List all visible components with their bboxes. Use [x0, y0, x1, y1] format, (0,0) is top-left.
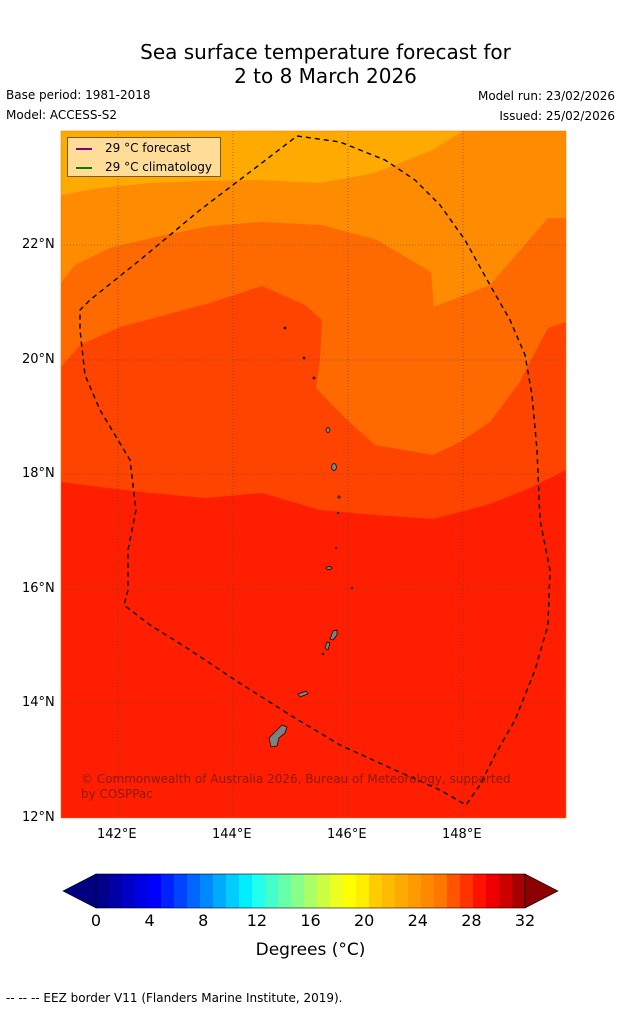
colorbar-cell [499, 874, 513, 908]
colorbar-cell [382, 874, 396, 908]
colorbar-cell [174, 874, 188, 908]
colorbar-cell [239, 874, 253, 908]
colorbar-cell [356, 874, 370, 908]
colorbar-cell [343, 874, 357, 908]
colorbar-cell [317, 874, 331, 908]
lon-label-146e: 146°E [327, 827, 367, 842]
island-saipan [329, 629, 338, 641]
lon-label-148e: 148°E [442, 827, 482, 842]
colorbar-tick-label: 20 [353, 911, 375, 930]
colorbar-cell [96, 874, 110, 908]
island-farallon-de-medinilla [350, 586, 354, 590]
forecast-line-swatch [76, 147, 92, 150]
model-run: Model run: 23/02/2026 [477, 89, 615, 103]
colorbar-tick-label: 24 [407, 911, 428, 930]
islands [268, 326, 354, 748]
colorbar-cell [408, 874, 422, 908]
issued-date: Issued: 25/02/2026 [499, 109, 615, 123]
colorbar-low-arrow [62, 873, 97, 909]
sst-zone-31 [61, 615, 566, 818]
lat-label-22n: 22°N [22, 237, 55, 252]
island-maug [302, 356, 306, 360]
colorbar-cell [278, 874, 292, 908]
eez-border [79, 135, 551, 806]
map-title-line1: Sea surface temperature forecast for [140, 40, 511, 64]
colorbar-high-arrow [524, 873, 559, 909]
colorbar-cell [434, 874, 448, 908]
climatology-line-swatch [76, 166, 92, 169]
colorbar-cell [161, 874, 175, 908]
colorbar-cell [330, 874, 344, 908]
colorbar-cell [135, 874, 149, 908]
island-alamagan [337, 495, 341, 499]
island-aguijan [321, 652, 325, 656]
colorbar-tick-label: 32 [514, 911, 536, 930]
colorbar-cell [291, 874, 305, 908]
lat-label-16n: 16°N [22, 581, 55, 596]
island-guguan [336, 511, 340, 515]
map-frame [60, 130, 567, 819]
eez-border-credit: -- -- -- EEZ border V11 (Flanders Marine… [6, 991, 343, 1005]
colorbar-cell [213, 874, 227, 908]
colorbar-frame [95, 873, 526, 909]
colorbar-tick-label: 28 [461, 911, 482, 930]
colorbar-cell [122, 874, 136, 908]
colorbar-title: Degrees (°C) [255, 940, 366, 960]
lat-label-14n: 14°N [22, 695, 55, 710]
legend-forecast-label: 29 °C forecast [105, 141, 191, 155]
island-tinian [324, 641, 331, 651]
colorbar-cell [460, 874, 474, 908]
colorbar-tick-label: 4 [144, 911, 155, 930]
colorbar-cell [512, 874, 526, 908]
island-guam [268, 724, 288, 748]
lon-label-142e: 142°E [97, 827, 137, 842]
island-pagan [331, 463, 337, 471]
colorbar-cell [304, 874, 318, 908]
copyright-notice: © Commonwealth of Australia 2026, Bureau… [81, 772, 511, 802]
colorbar-cell [226, 874, 240, 908]
island-anatahan [325, 566, 333, 570]
colorbar-cell [200, 874, 214, 908]
island-farallon-de-pajaros [283, 326, 287, 330]
legend-climatology: 29 °C climatology [76, 158, 212, 176]
colorbar-cell [252, 874, 266, 908]
legend-climatology-label: 29 °C climatology [105, 160, 213, 174]
lat-label-20n: 20°N [22, 352, 55, 367]
colorbar-tick-label: 12 [246, 911, 268, 930]
island-rota [297, 690, 309, 698]
colorbar-cell [486, 874, 500, 908]
lat-label-12n: 12°N [22, 810, 55, 825]
colorbar [62, 873, 559, 909]
base-period: Base period: 1981-2018 [6, 88, 151, 102]
colorbar-cell [265, 874, 279, 908]
colorbar-cells [96, 874, 526, 908]
copyright-line2: by COSPPac [81, 787, 153, 801]
copyright-line1: © Commonwealth of Australia 2026, Bureau… [81, 772, 511, 786]
map-title-line2: 2 to 8 March 2026 [234, 64, 417, 88]
island-sarigan [334, 546, 338, 550]
colorbar-cell [109, 874, 123, 908]
lon-label-144e: 144°E [212, 827, 252, 842]
colorbar-cell [395, 874, 409, 908]
colorbar-cell [187, 874, 201, 908]
sst-map [60, 130, 567, 819]
lat-label-18n: 18°N [22, 466, 55, 481]
legend: 29 °C forecast 29 °C climatology [67, 137, 221, 177]
colorbar-tick-label: 8 [198, 911, 209, 930]
island-asuncion [312, 376, 316, 380]
colorbar-cell [421, 874, 435, 908]
colorbar-cell [473, 874, 487, 908]
colorbar-tick-label: 0 [90, 911, 102, 930]
island-agrihan [325, 427, 331, 433]
legend-forecast: 29 °C forecast [76, 139, 191, 157]
colorbar-cell [148, 874, 162, 908]
colorbar-cell [447, 874, 461, 908]
gridlines [61, 131, 566, 818]
colorbar-cell [369, 874, 383, 908]
colorbar-tick-label: 16 [300, 911, 321, 930]
model-name: Model: ACCESS-S2 [6, 108, 118, 122]
